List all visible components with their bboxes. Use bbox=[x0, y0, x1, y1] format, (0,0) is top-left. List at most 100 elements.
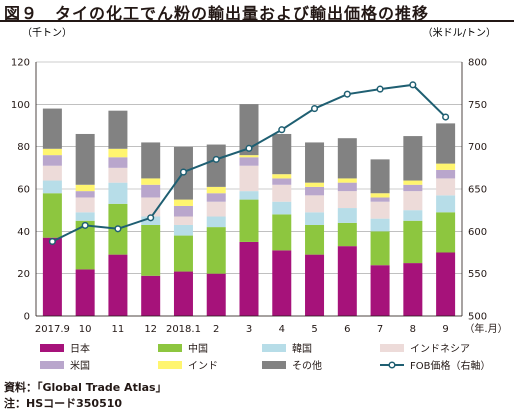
bar-segment bbox=[337, 246, 357, 316]
bar-segment bbox=[239, 191, 259, 200]
bar-segment bbox=[173, 216, 193, 225]
bar-segment bbox=[239, 199, 259, 242]
bar-segment bbox=[42, 193, 62, 238]
bar-segment bbox=[239, 155, 259, 158]
bar-segment bbox=[272, 178, 292, 185]
x-axis-unit: （年.月） bbox=[464, 322, 507, 335]
left-tick-label: 120 bbox=[11, 58, 30, 69]
bar-segment bbox=[305, 142, 325, 183]
bar-segment bbox=[206, 273, 226, 316]
x-tick-label: 5 bbox=[311, 324, 317, 335]
bar-segment bbox=[141, 275, 161, 316]
bar-segment bbox=[141, 184, 161, 198]
legend-item: インド bbox=[158, 361, 218, 372]
bar-segment bbox=[206, 144, 226, 187]
bar-segment bbox=[272, 201, 292, 215]
notes: 資料：「Global Trade Atlas」 注：HSコード350510 bbox=[4, 380, 167, 412]
x-tick-label: 4 bbox=[279, 324, 285, 335]
bar-segment bbox=[403, 210, 423, 221]
bar-segment bbox=[42, 148, 62, 156]
legend-label: 米国 bbox=[70, 359, 90, 372]
legend-marker bbox=[388, 361, 396, 369]
bar-segment bbox=[75, 191, 95, 198]
x-tick-label: 2018.1 bbox=[166, 324, 201, 335]
legend-item: FOB価格（右軸） bbox=[380, 359, 490, 372]
bar-segment bbox=[173, 235, 193, 272]
right-axis-unit: （米ドル/トン） bbox=[423, 26, 496, 39]
right-tick-label: 550 bbox=[468, 269, 487, 280]
bar-segment bbox=[436, 163, 456, 170]
stacked-bar-chart: （千トン） （米ドル/トン） 0 20 40 60 80 100 120 500 550 600 6… bbox=[11, 26, 508, 372]
title-underline bbox=[0, 20, 514, 22]
legend-item: 日本 bbox=[40, 342, 90, 355]
bar-segment bbox=[141, 224, 161, 276]
price-point bbox=[245, 144, 253, 152]
bar-segment bbox=[272, 250, 292, 316]
bar-segment bbox=[403, 184, 423, 192]
bar-segment bbox=[305, 224, 325, 255]
bar-segment bbox=[108, 148, 128, 158]
bar-segment bbox=[403, 263, 423, 316]
legend-label: 韓国 bbox=[292, 343, 312, 355]
bar-segment bbox=[239, 165, 259, 192]
x-tick-label: 8 bbox=[410, 324, 416, 335]
left-axis-unit: （千トン） bbox=[22, 27, 72, 39]
bar-segment bbox=[239, 157, 259, 166]
bar-segment bbox=[173, 271, 193, 316]
page-title: 図９ タイの化工でん粉の輸出量および輸出価格の推移 bbox=[4, 4, 430, 23]
bar-segment bbox=[272, 184, 292, 202]
price-point bbox=[343, 90, 351, 98]
right-tick-label: 650 bbox=[468, 185, 487, 196]
bar-segment bbox=[305, 195, 325, 213]
bar-segment bbox=[337, 178, 357, 183]
note-hs-code: 注：HSコード350510 bbox=[4, 397, 123, 410]
bar-segment bbox=[75, 220, 95, 270]
bar-segment bbox=[108, 110, 128, 149]
bar-segment bbox=[370, 193, 390, 198]
legend-swatch bbox=[262, 361, 286, 369]
price-point bbox=[278, 126, 286, 134]
bar-segment bbox=[436, 252, 456, 316]
price-line bbox=[48, 81, 450, 246]
bar-segment bbox=[403, 191, 423, 211]
bar-segment bbox=[403, 220, 423, 264]
bar-segment bbox=[42, 237, 62, 316]
bar-segment bbox=[305, 182, 325, 187]
price-point bbox=[114, 225, 122, 233]
bar-segment bbox=[42, 108, 62, 149]
legend-swatch bbox=[380, 344, 404, 352]
price-point bbox=[310, 105, 319, 113]
bar-segment bbox=[305, 186, 325, 196]
bar-segment bbox=[370, 159, 390, 194]
price-point bbox=[179, 168, 188, 176]
bar-segment bbox=[436, 212, 456, 253]
legend-swatch bbox=[262, 344, 286, 352]
bar-segment bbox=[370, 265, 390, 316]
note-source: 資料：「Global Trade Atlas」 bbox=[4, 381, 167, 394]
price-point bbox=[409, 81, 417, 89]
x-tick-label: 9 bbox=[442, 324, 448, 335]
bar-segment bbox=[370, 197, 390, 202]
bar-segment bbox=[206, 227, 226, 274]
axes: 0 20 40 60 80 100 120 500 550 600 650 700 750 800 2017… bbox=[11, 58, 508, 336]
x-tick-label: 2017.9 bbox=[35, 324, 70, 335]
bar-segment bbox=[206, 201, 226, 217]
price-point bbox=[376, 85, 384, 93]
left-tick-label: 40 bbox=[17, 227, 30, 238]
bar-segment bbox=[173, 224, 193, 236]
legend-swatch bbox=[40, 361, 64, 369]
bar-segment bbox=[75, 133, 95, 185]
bar-segment bbox=[206, 186, 226, 194]
legend-label: その他 bbox=[292, 359, 322, 372]
x-tick-label: 12 bbox=[144, 324, 157, 335]
left-tick-label: 60 bbox=[17, 185, 30, 196]
right-tick-label: 800 bbox=[468, 58, 487, 69]
bar-segment bbox=[75, 269, 95, 316]
legend-swatch bbox=[40, 344, 64, 352]
legend-item: 韓国 bbox=[262, 343, 312, 355]
legend-label: インドネシア bbox=[410, 343, 470, 355]
bar-segment bbox=[370, 201, 390, 219]
bar-segment bbox=[337, 182, 357, 192]
x-tick-label: 7 bbox=[377, 324, 383, 335]
